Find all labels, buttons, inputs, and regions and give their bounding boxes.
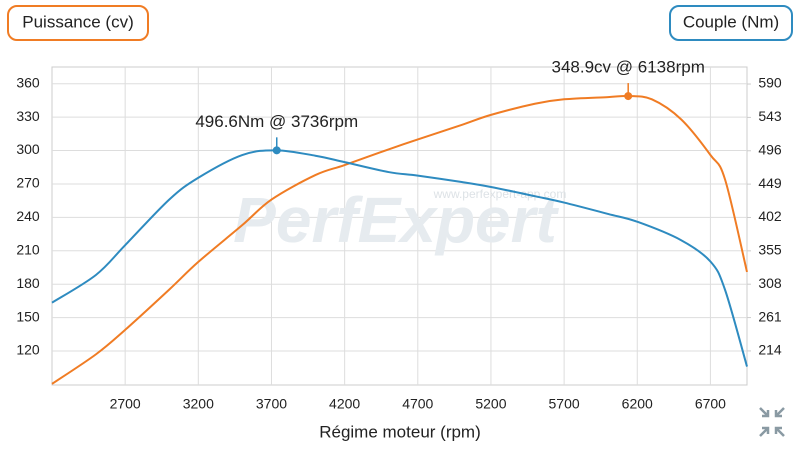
y-tick-label: 300: [16, 141, 40, 157]
compress-icon[interactable]: [759, 407, 785, 437]
x-tick-label: 4700: [402, 396, 433, 412]
x-tick-label: 3200: [183, 396, 214, 412]
x-tick-label: 4200: [329, 396, 360, 412]
y-tick-label: 210: [16, 241, 40, 257]
right-axis-title: Couple (Nm): [683, 12, 779, 31]
y2-tick-label: 402: [758, 208, 782, 224]
annotation-point: [272, 146, 281, 155]
x-tick-label: 2700: [110, 396, 141, 412]
y-tick-label: 120: [16, 342, 40, 358]
left-axis-title: Puissance (cv): [22, 12, 133, 31]
y-tick-label: 270: [16, 175, 40, 191]
x-axis-title: Régime moteur (rpm): [319, 422, 481, 441]
y-tick-label: 360: [16, 74, 40, 90]
y2-tick-label: 308: [758, 275, 782, 291]
x-tick-label: 5200: [475, 396, 506, 412]
y2-tick-label: 355: [758, 242, 782, 258]
y2-tick-label: 261: [758, 308, 782, 324]
y-tick-label: 180: [16, 275, 40, 291]
x-tick-label: 6200: [622, 396, 653, 412]
y2-tick-label: 449: [758, 175, 782, 191]
right-axis-title-box: [669, 5, 793, 41]
annotation-point: [624, 92, 633, 101]
y-tick-label: 150: [16, 308, 40, 324]
left-axis-title-box: [7, 5, 149, 41]
y2-tick-label: 496: [758, 141, 782, 157]
plot: 496.6Nm @ 3736rpm 348.9cv @ 6138rpm: [51, 58, 748, 385]
series-line: [51, 149, 748, 367]
annotation-label: 348.9cv @ 6138rpm: [552, 58, 705, 77]
watermark-url: www.perfexpert-app.com: [433, 187, 567, 201]
grid: 2700 3200 3700 4200 4700 5200 5700 6200 6700 120 1…: [16, 66, 782, 412]
y2-tick-label: 590: [758, 75, 782, 91]
y2-tick-label: 543: [758, 108, 782, 124]
series-line: [51, 94, 748, 385]
x-tick-label: 6700: [695, 396, 726, 412]
annotation-label: 496.6Nm @ 3736rpm: [195, 112, 358, 131]
watermark: PerfExpert: [233, 184, 559, 256]
y2-tick-label: 214: [758, 342, 782, 358]
y-tick-label: 240: [16, 208, 40, 224]
y-tick-label: 330: [16, 108, 40, 124]
plot-area: [51, 66, 748, 386]
x-tick-label: 3700: [256, 396, 287, 412]
x-tick-label: 5700: [549, 396, 580, 412]
